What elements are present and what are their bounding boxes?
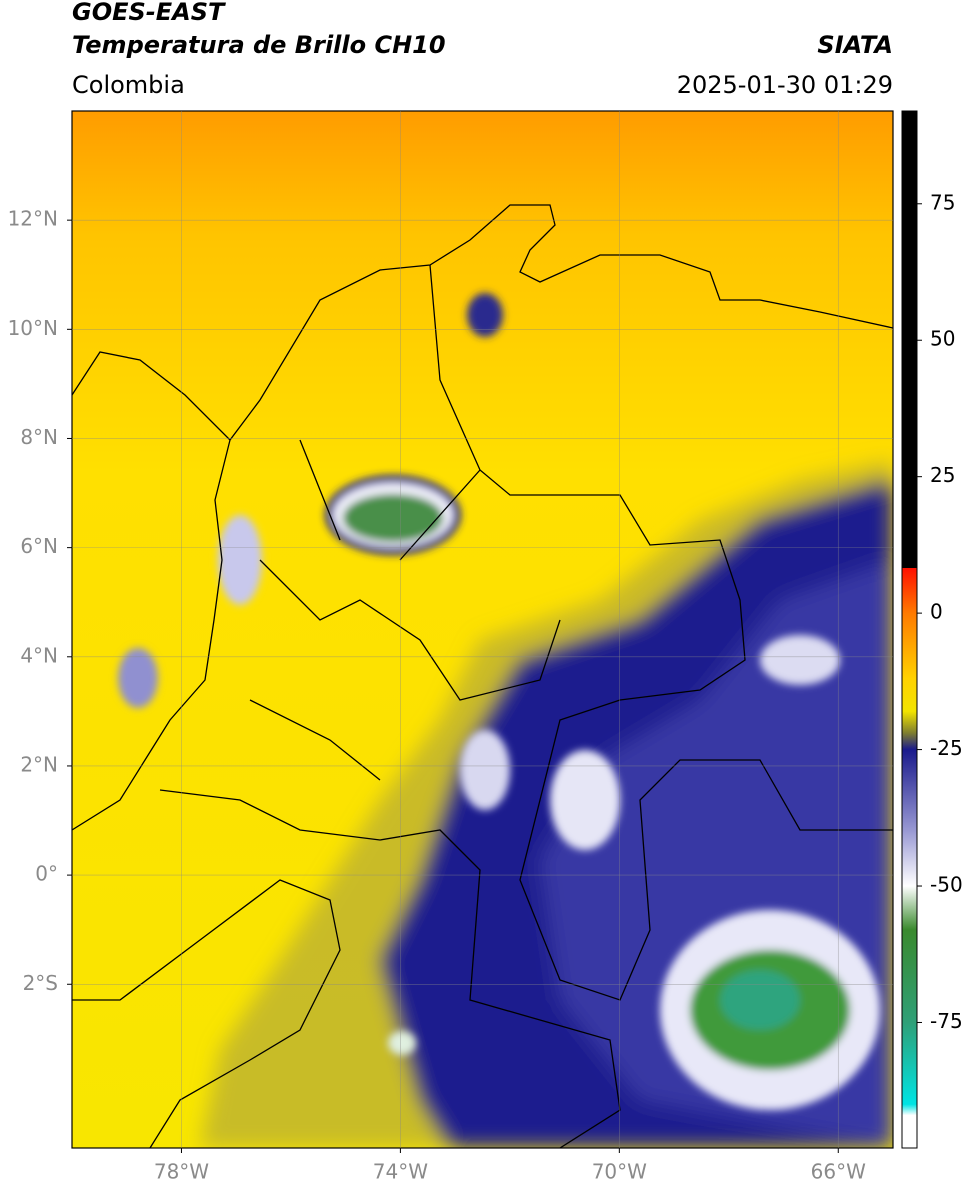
subtitle: Temperatura de Brillo CH10 bbox=[72, 31, 446, 59]
source: SIATA bbox=[817, 31, 893, 59]
x-tick-label: 70°W bbox=[592, 1160, 647, 1184]
y-tick-label: 10°N bbox=[8, 316, 58, 340]
colorbar-tick-label: -50 bbox=[930, 873, 963, 897]
y-tick-label: 12°N bbox=[8, 207, 58, 231]
map-frame bbox=[71, 110, 894, 1149]
y-tick-label: 6°N bbox=[20, 534, 58, 558]
timestamp: 2025-01-30 01:29 bbox=[677, 71, 893, 99]
x-tick-label: 74°W bbox=[373, 1160, 428, 1184]
colorbar bbox=[901, 110, 918, 1149]
y-tick-label: 0° bbox=[35, 862, 58, 886]
y-tick-label: 4°N bbox=[20, 643, 58, 667]
x-tick-label: 78°W bbox=[154, 1160, 209, 1184]
imagery bbox=[72, 111, 893, 1148]
colorbar-tick-label: -75 bbox=[930, 1009, 963, 1033]
region: Colombia bbox=[72, 71, 185, 99]
colorbar-tick-label: 50 bbox=[930, 327, 955, 351]
colorbar-tick-label: 0 bbox=[930, 600, 943, 624]
x-tick-label: 66°W bbox=[811, 1160, 866, 1184]
colorbar-tick-label: -25 bbox=[930, 736, 963, 760]
y-tick-label: 2°S bbox=[23, 971, 58, 995]
y-tick-label: 2°N bbox=[20, 752, 58, 776]
colorbar-tick-label: 25 bbox=[930, 463, 955, 487]
colorbar-tick-label: 75 bbox=[930, 190, 955, 214]
y-tick-label: 8°N bbox=[20, 425, 58, 449]
title: GOES-EAST bbox=[72, 0, 226, 26]
